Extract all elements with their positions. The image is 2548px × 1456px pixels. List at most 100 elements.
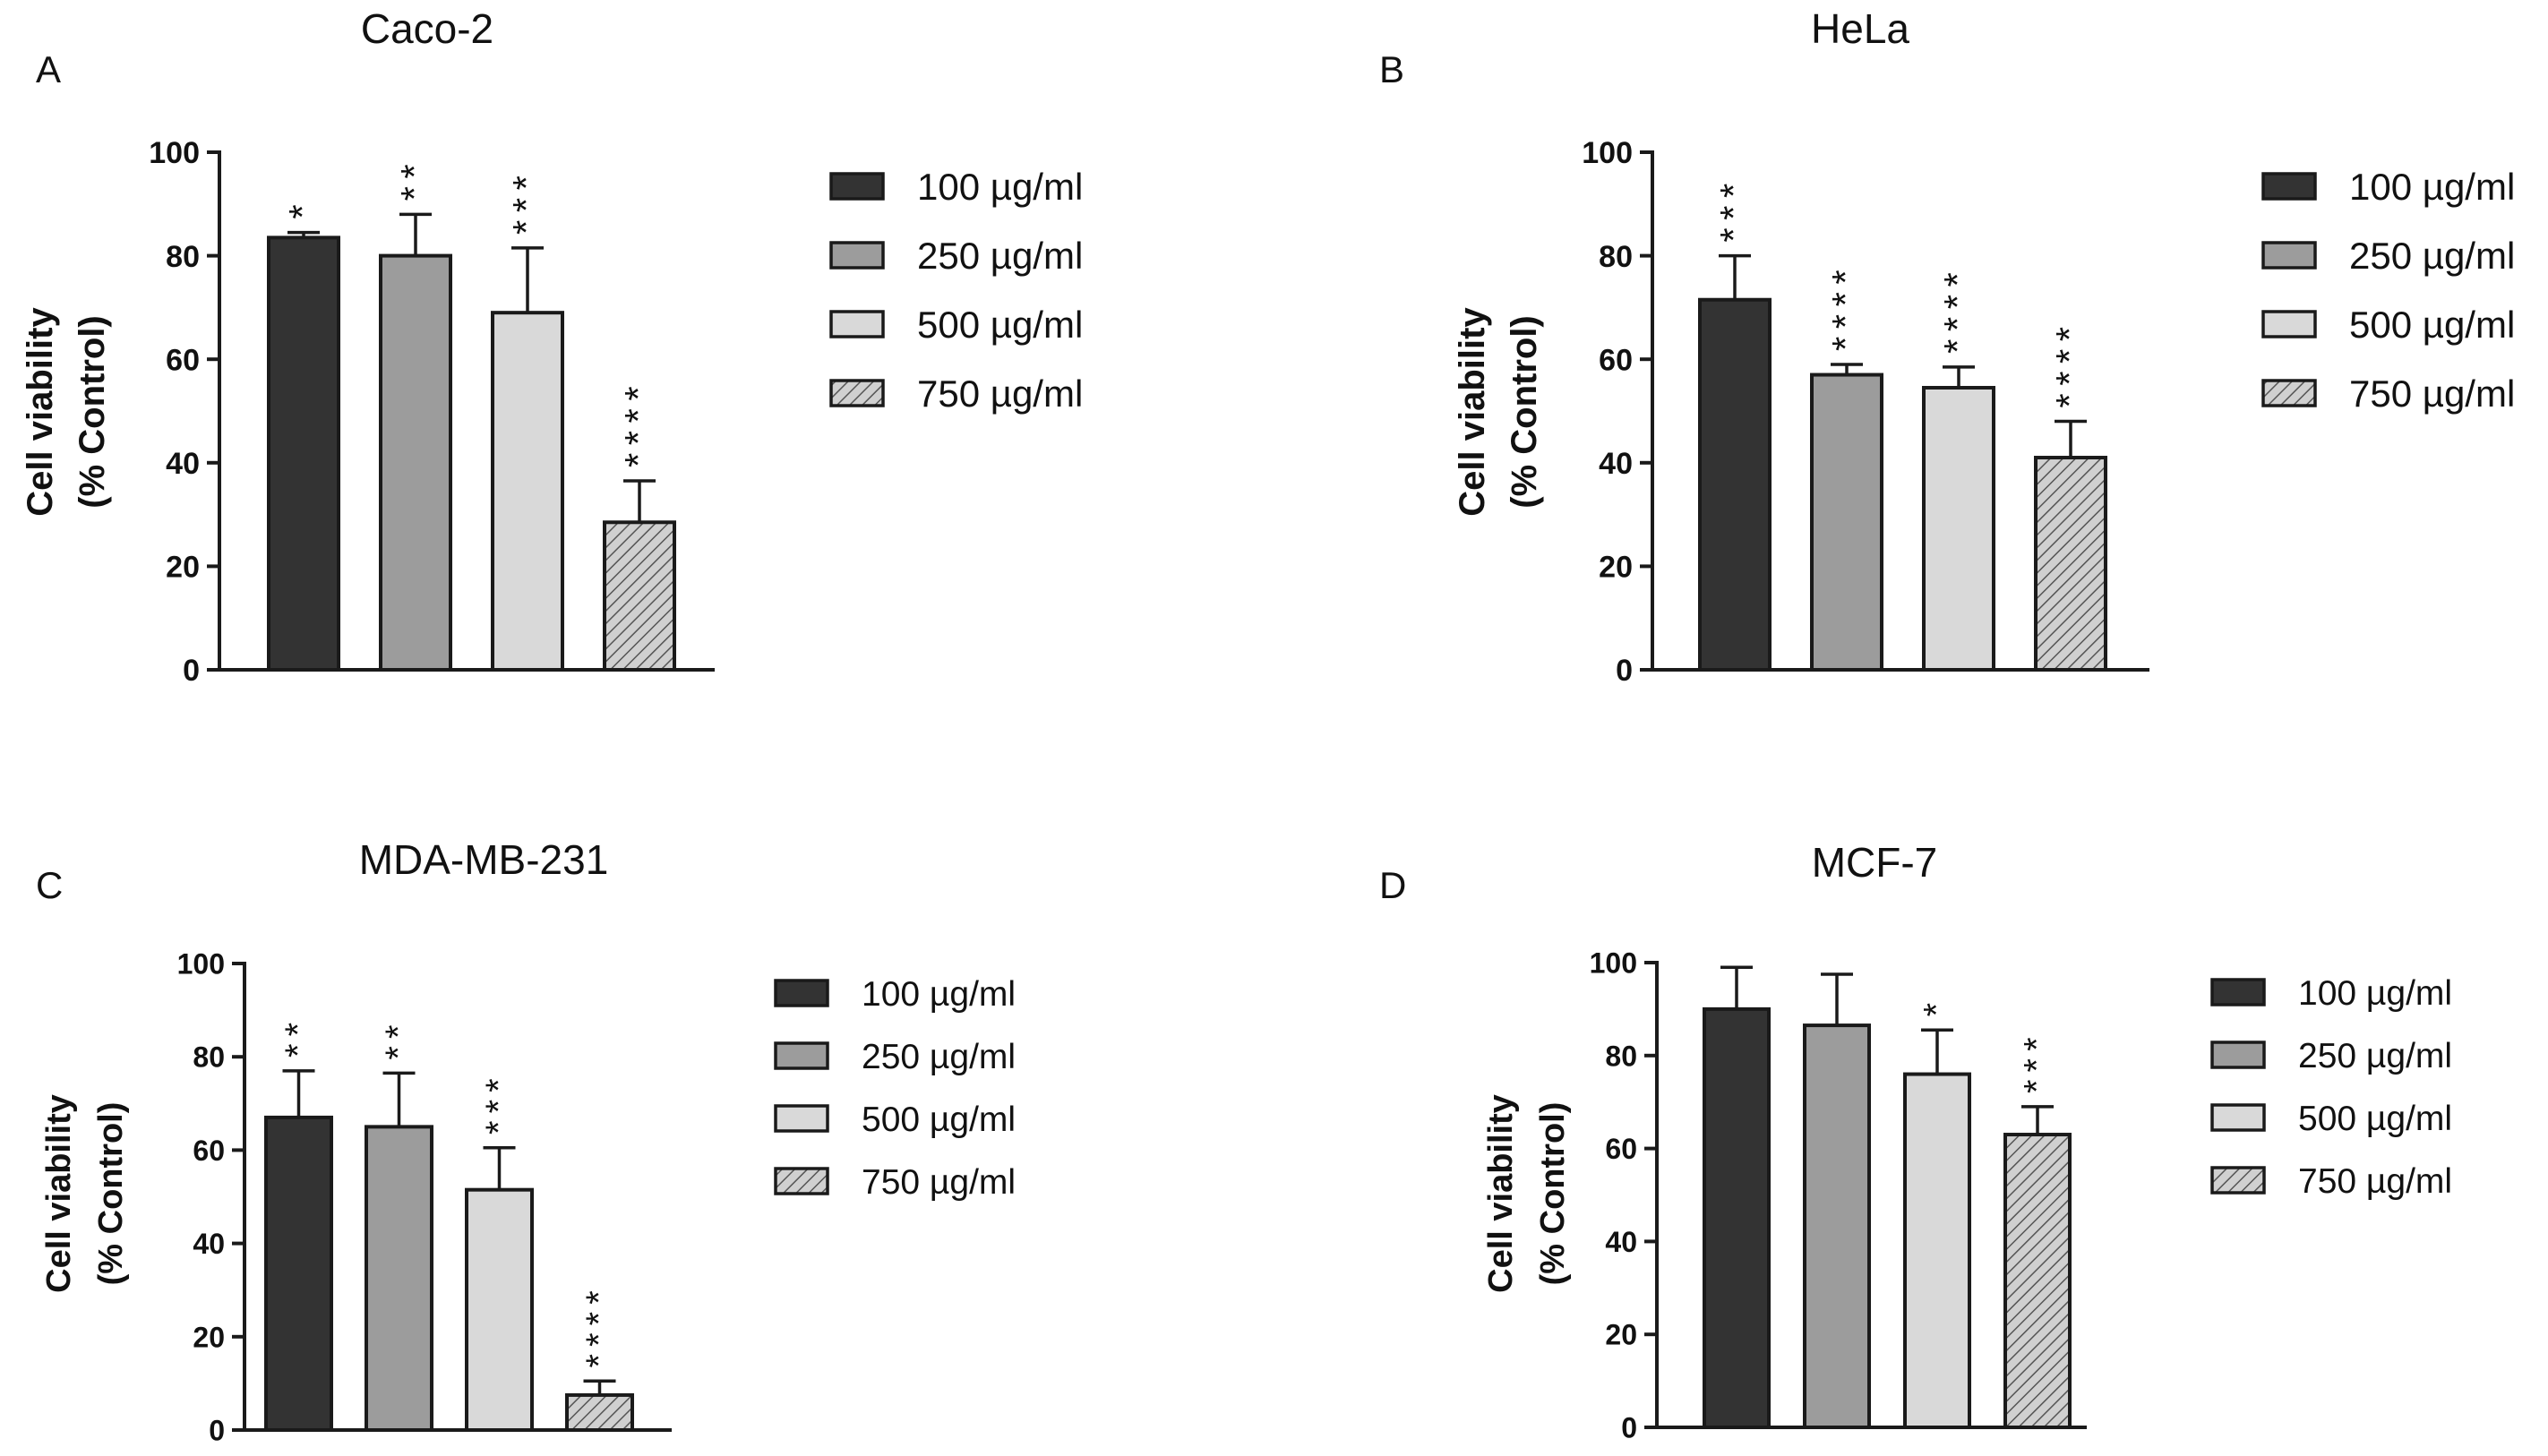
legend-swatch-1 — [2210, 978, 2266, 1006]
y-axis-label-line: Cell viability — [1453, 307, 1492, 517]
bar-3 — [491, 311, 564, 672]
significance-star: * — [2018, 1058, 2057, 1073]
y-tick-label: 20 — [166, 551, 200, 585]
bar-2 — [1810, 373, 1883, 672]
legend-label: 500 µg/ml — [862, 1101, 1016, 1139]
significance-star: * — [617, 386, 659, 400]
chart-title: HeLa — [1811, 5, 1909, 52]
y-tick-label: 80 — [166, 240, 200, 274]
bar-3 — [1903, 1072, 1971, 1430]
significance-star: * — [1824, 270, 1866, 284]
significance-star: * — [279, 1023, 318, 1037]
legend: 100 µg/ml 250 µg/ml 500 µg/ml 750 µg/ml — [2261, 166, 2515, 415]
significance-marker: ** — [279, 1023, 318, 1058]
y-tick-label: 100 — [1590, 947, 1637, 980]
significance-star: * — [393, 164, 435, 178]
y-tick-label: 0 — [1616, 654, 1633, 688]
legend-label: 250 µg/ml — [862, 1038, 1016, 1076]
y-tick-label: 100 — [1582, 136, 1633, 170]
significance-star: * — [1712, 184, 1754, 198]
significance-star: * — [1936, 295, 1978, 309]
bar-1 — [267, 236, 340, 672]
panel-letter: B — [1379, 48, 1404, 90]
legend-swatch-3 — [829, 310, 885, 338]
legend-swatch-2 — [829, 241, 885, 270]
y-axis-label-line: Cell viability — [21, 307, 60, 517]
y-tick-label: 40 — [193, 1228, 225, 1260]
y-axis-label: Cell viability (% Control) — [1453, 307, 1544, 517]
significance-marker: * * * — [1712, 184, 1754, 243]
y-tick-label: 20 — [193, 1321, 225, 1353]
legend: 100 µg/ml 250 µg/ml 500 µg/ml 750 µg/ml — [774, 975, 1016, 1202]
legend-label: 250 µg/ml — [2298, 1037, 2452, 1075]
significance-star: * — [1824, 314, 1866, 329]
significance-marker: * * * * — [617, 386, 659, 467]
legend-swatch-4 — [2261, 379, 2317, 407]
panel-b: B HeLa Cell viability (% Control) 0 20 40 60 80 1… — [1379, 5, 2515, 688]
y-tick-label: 20 — [1599, 551, 1633, 585]
significance-star: * — [2018, 1080, 2057, 1094]
significance-star: * — [2048, 371, 2090, 385]
y-tick-label: 60 — [166, 343, 200, 377]
significance-marker: * * * — [479, 1078, 519, 1135]
panel-letter: C — [36, 864, 63, 906]
y-axis-label-line: Cell viability — [1482, 1094, 1520, 1293]
y-tick-label: 0 — [209, 1415, 225, 1447]
significance-star: * — [1712, 205, 1754, 219]
y-tick-label: 100 — [177, 948, 225, 981]
legend-swatch-2 — [774, 1041, 829, 1070]
panel-d: D MCF-7 Cell viability (% Control) 0 20 40 60 80… — [1379, 839, 2452, 1444]
y-tick-label: 0 — [1621, 1412, 1637, 1444]
significance-star: * — [2018, 1037, 2057, 1051]
significance-star: * — [617, 453, 659, 467]
significance-marker: * * * — [2018, 1037, 2057, 1093]
legend-label: 100 µg/ml — [2349, 166, 2515, 208]
y-tick-label: 80 — [1599, 240, 1633, 274]
significance-marker: * — [1917, 1003, 1957, 1017]
significance-star: * — [1712, 227, 1754, 242]
legend-swatch-4 — [2210, 1166, 2266, 1195]
bar-2 — [379, 253, 452, 672]
legend: 100 µg/ml 250 µg/ml 500 µg/ml 750 µg/ml — [2210, 974, 2452, 1201]
bar-1 — [264, 1115, 333, 1433]
y-tick-label: 80 — [193, 1041, 225, 1074]
significance-star: * — [393, 186, 435, 201]
y-axis-label-line: (% Control) — [73, 315, 112, 509]
panels: A Caco-2 Cell viability (% Control) 0 20 40 60 8… — [21, 5, 2515, 1447]
panel-letter: A — [36, 48, 61, 90]
bar-1 — [1698, 297, 1772, 672]
y-tick-label: 60 — [1599, 343, 1633, 377]
significance-marker: ** — [379, 1025, 418, 1060]
y-axis-label-line: (% Control) — [92, 1102, 130, 1286]
legend-swatch-1 — [829, 172, 885, 201]
legend-label: 250 µg/ml — [917, 235, 1083, 277]
legend-label: 100 µg/ml — [862, 975, 1016, 1014]
legend-label: 100 µg/ml — [2298, 974, 2452, 1013]
significance-marker: * * * * — [1824, 270, 1866, 351]
significance-marker: ** — [393, 164, 435, 201]
chart-title: MDA-MB-231 — [359, 836, 609, 883]
legend-label: 750 µg/ml — [2298, 1162, 2452, 1201]
legend-swatch-3 — [774, 1104, 829, 1133]
bar-3 — [465, 1187, 534, 1433]
panel-letter: D — [1379, 864, 1406, 906]
legend-swatch-2 — [2210, 1041, 2266, 1069]
significance-star: * — [505, 198, 547, 212]
significance-marker: * * * * — [2048, 327, 2090, 408]
significance-star: * — [617, 431, 659, 445]
bar-1 — [1703, 1006, 1771, 1430]
significance-star: * — [281, 204, 323, 218]
significance-star: * — [2048, 349, 2090, 364]
y-axis-label: Cell viability (% Control) — [40, 1094, 130, 1293]
significance-star: * — [279, 1043, 318, 1058]
legend-label: 750 µg/ml — [2349, 373, 2515, 415]
legend-label: 500 µg/ml — [2298, 1100, 2452, 1138]
significance-star: * — [505, 220, 547, 235]
significance-star: * — [1824, 337, 1866, 351]
y-tick-label: 40 — [1605, 1226, 1637, 1258]
significance-star: * — [479, 1120, 519, 1135]
legend-swatch-3 — [2210, 1103, 2266, 1132]
significance-star: * — [379, 1046, 418, 1060]
y-tick-label: 20 — [1605, 1319, 1637, 1351]
significance-star: * — [479, 1100, 519, 1114]
